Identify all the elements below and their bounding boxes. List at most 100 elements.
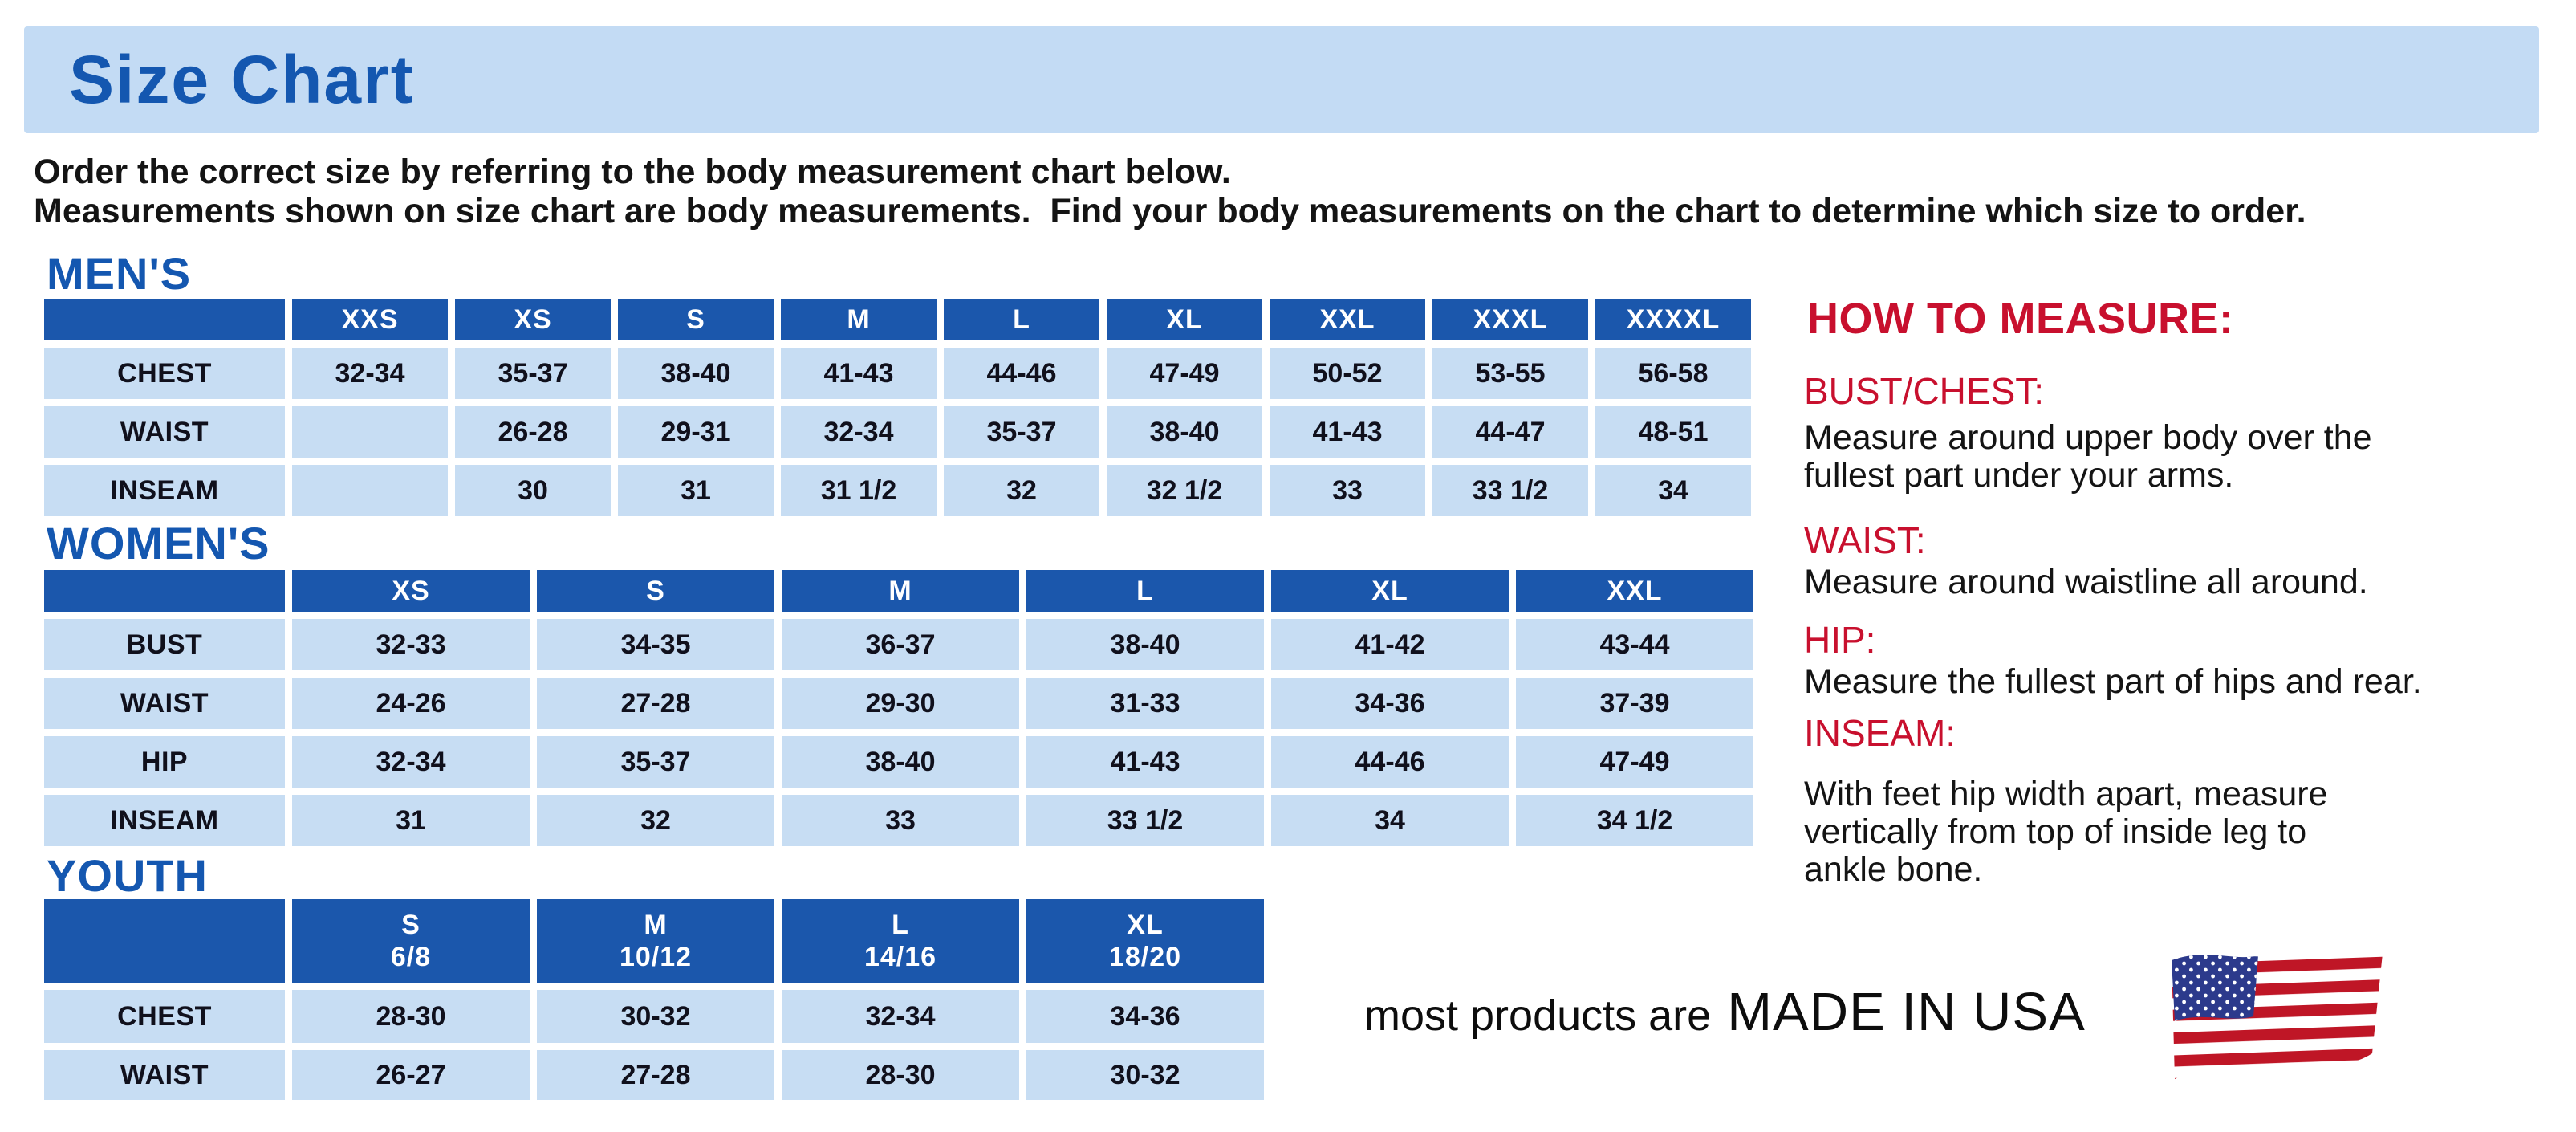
column-header: XL [1107,299,1262,340]
column-header: XL [1271,570,1509,612]
column-header: XS [455,299,611,340]
youth-size-table: S 6/8 M 10/12 L 14/16 XL 18/20 CHEST 28-… [44,899,1264,1100]
cell-value: 30-32 [1026,1050,1264,1100]
measure-text-hip: Measure the fullest part of hips and rea… [1804,662,2422,701]
cell-value: 38-40 [782,736,1019,788]
womens-size-table: XS S M L XL XXL BUST 32-33 34-35 36-37 3… [44,570,1753,846]
cell-value: 48-51 [1595,406,1751,458]
cell-value: 41-43 [1026,736,1264,788]
column-header: L [944,299,1099,340]
cell-value: 33 1/2 [1432,465,1588,516]
column-header: L 14/16 [782,899,1019,983]
row-label: WAIST [44,406,285,458]
cell-value: 41-43 [781,348,937,399]
cell-value: 44-46 [944,348,1099,399]
cell-value [292,465,448,516]
cell-value: 33 [1270,465,1425,516]
cell-value: 47-49 [1516,736,1753,788]
measure-text-inseam: With feet hip width apart, measure verti… [1804,775,2328,889]
cell-value: 34 [1271,795,1509,846]
cell-value: 35-37 [537,736,774,788]
column-header: S [537,570,774,612]
cell-value: 28-30 [782,1050,1019,1100]
cell-value: 44-46 [1271,736,1509,788]
cell-value: 33 1/2 [1026,795,1264,846]
column-header: S [618,299,774,340]
cell-value: 31 [292,795,530,846]
cell-value: 32-33 [292,619,530,670]
column-header: XS [292,570,530,612]
row-label: CHEST [44,348,285,399]
column-header: M 10/12 [537,899,774,983]
cell-value: 29-31 [618,406,774,458]
measure-text-waist: Measure around waistline all around. [1804,563,2368,601]
cell-value: 47-49 [1107,348,1262,399]
cell-value: 34-36 [1026,990,1264,1043]
cell-value: 44-47 [1432,406,1588,458]
column-header: L [1026,570,1264,612]
cell-value: 29-30 [782,678,1019,729]
cell-value: 31-33 [1026,678,1264,729]
cell-value: 33 [782,795,1019,846]
usa-flag-icon [2159,941,2393,1089]
cell-value: 41-43 [1270,406,1425,458]
cell-value: 24-26 [292,678,530,729]
column-header: XXL [1270,299,1425,340]
cell-value: 30 [455,465,611,516]
cell-value: 31 [618,465,774,516]
measure-label-inseam: INSEAM: [1804,712,1956,754]
row-label: BUST [44,619,285,670]
cell-value: 37-39 [1516,678,1753,729]
cell-value: 34 [1595,465,1751,516]
measure-label-bust-chest: BUST/CHEST: [1804,370,2045,412]
cell-value: 38-40 [618,348,774,399]
made-in-usa-text: MADE IN USA [1727,982,2086,1042]
cell-value: 43-44 [1516,619,1753,670]
made-in-usa-prefix: most products are [1364,992,1712,1040]
row-label: HIP [44,736,285,788]
cell-value: 32-34 [292,736,530,788]
mens-size-table: XXS XS S M L XL XXL XXXL XXXXL CHEST 32-… [44,299,1751,516]
column-header: XXL [1516,570,1753,612]
cell-value: 26-27 [292,1050,530,1100]
measure-text-bust-chest: Measure around upper body over the fulle… [1804,418,2372,495]
cell-value: 38-40 [1026,619,1264,670]
cell-value: 32-34 [292,348,448,399]
row-label: WAIST [44,678,285,729]
column-header: XL 18/20 [1026,899,1264,983]
column-header: XXXL [1432,299,1588,340]
cell-value: 35-37 [944,406,1099,458]
row-label: INSEAM [44,795,285,846]
column-header: M [782,570,1019,612]
title-bar: Size Chart [24,26,2539,133]
made-in-usa-line: most products are MADE IN USA [1364,981,2086,1043]
cell-value: 32-34 [782,990,1019,1043]
cell-value: 32-34 [781,406,937,458]
measure-label-waist: WAIST: [1804,519,1926,561]
cell-value: 56-58 [1595,348,1751,399]
corner-cell [44,899,285,983]
row-label: WAIST [44,1050,285,1100]
cell-value: 38-40 [1107,406,1262,458]
cell-value: 34-36 [1271,678,1509,729]
womens-heading: WOMEN'S [47,518,270,568]
row-label: CHEST [44,990,285,1043]
youth-heading: YOUTH [47,850,208,901]
page-title: Size Chart [69,42,415,117]
cell-value: 30-32 [537,990,774,1043]
column-header: S 6/8 [292,899,530,983]
cell-value: 36-37 [782,619,1019,670]
measure-label-hip: HIP: [1804,619,1876,661]
corner-cell [44,299,285,340]
cell-value: 32 [944,465,1099,516]
row-label: INSEAM [44,465,285,516]
cell-value: 35-37 [455,348,611,399]
cell-value: 50-52 [1270,348,1425,399]
cell-value: 32 [537,795,774,846]
column-header: XXXXL [1595,299,1751,340]
cell-value: 27-28 [537,1050,774,1100]
cell-value: 32 1/2 [1107,465,1262,516]
cell-value [292,406,448,458]
how-to-measure-heading: HOW TO MEASURE: [1807,295,2234,343]
column-header: M [781,299,937,340]
